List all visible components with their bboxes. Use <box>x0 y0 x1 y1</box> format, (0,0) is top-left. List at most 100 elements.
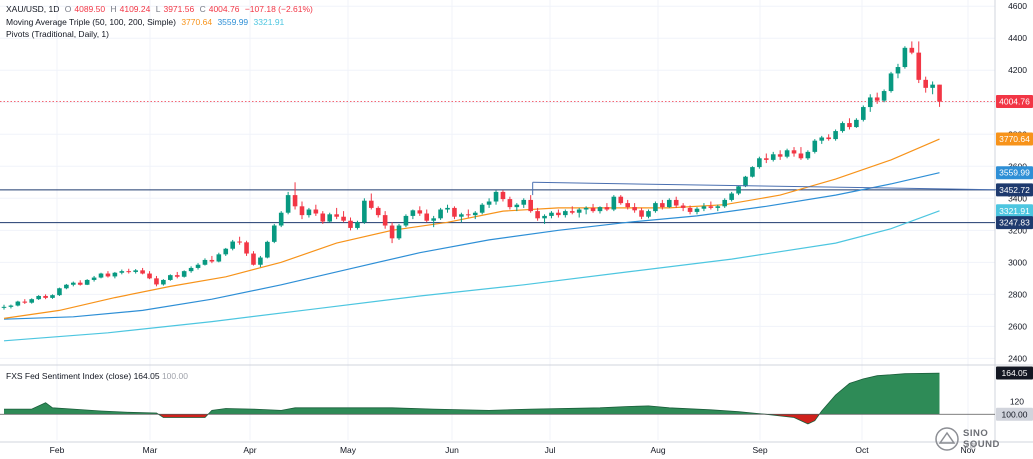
price-tag <box>996 166 1033 180</box>
candle <box>22 299 28 304</box>
candle <box>549 211 554 219</box>
candle <box>528 195 533 213</box>
candle-body <box>112 272 118 277</box>
candle-body <box>216 254 222 262</box>
candle-body <box>743 176 748 187</box>
candle <box>98 272 104 279</box>
candle-body <box>195 264 201 268</box>
candle-body <box>334 214 339 217</box>
indicator-tick-label: 120 <box>1010 396 1024 406</box>
candle-body <box>784 150 790 157</box>
candle <box>563 209 568 218</box>
candle <box>666 198 672 208</box>
price-tick-label: 3400 <box>1008 193 1027 203</box>
candle <box>327 212 333 223</box>
candle <box>64 283 69 290</box>
candle-body <box>881 91 887 101</box>
candle <box>466 209 471 218</box>
ma200-line <box>3 210 940 342</box>
time-axis: Feb Mar Apr May Jun Jul Aug Sep Oct Nov <box>50 445 977 455</box>
price-tick-label: 2600 <box>1008 321 1027 331</box>
candle-body <box>368 200 374 208</box>
candle <box>43 294 48 300</box>
candle-body <box>840 123 845 132</box>
candle <box>368 193 374 210</box>
candle-body <box>930 84 935 88</box>
candle <box>174 271 180 279</box>
candle <box>472 211 478 220</box>
candle-body <box>493 191 499 202</box>
candle <box>867 94 873 112</box>
candle <box>292 182 298 210</box>
candle <box>521 198 527 208</box>
candle-body <box>126 271 132 273</box>
candle-body <box>486 201 492 205</box>
candle <box>71 281 76 287</box>
price-tag-label: 3770.64 <box>999 134 1030 144</box>
candle <box>618 195 624 205</box>
candle-body <box>708 206 714 208</box>
candle-body <box>888 73 894 92</box>
candle <box>202 258 208 266</box>
candle-body <box>209 259 215 262</box>
candle-body <box>632 207 637 211</box>
candle-body <box>375 207 381 216</box>
candle-body <box>569 211 575 213</box>
price-tag-label: 3452.72 <box>999 185 1030 195</box>
brand-logo-icon <box>935 427 959 451</box>
candle-body <box>937 84 942 102</box>
candle <box>777 150 783 160</box>
candle-body <box>271 225 277 242</box>
month-tick-label: Nov <box>960 445 976 455</box>
candle <box>569 206 575 215</box>
brand-sub: 汉声 <box>963 443 976 450</box>
price-tag-label: 3559.99 <box>999 168 1030 178</box>
candle <box>722 198 728 208</box>
price-tick-label: 4200 <box>1008 65 1027 75</box>
candle-body <box>590 207 596 212</box>
candle-body <box>1 306 7 308</box>
candle-body <box>355 222 360 228</box>
candle-body <box>729 193 734 200</box>
month-tick-label: Jun <box>445 445 459 455</box>
candle-body <box>292 195 298 207</box>
candle-body <box>237 241 242 243</box>
candle <box>479 203 485 215</box>
candle-body <box>764 158 769 160</box>
price-tick-label: 2800 <box>1008 289 1027 299</box>
candle <box>424 209 430 223</box>
candle <box>805 150 811 160</box>
indicator-ref: 100.00 <box>161 371 188 381</box>
candle <box>784 148 790 159</box>
candle <box>133 269 138 274</box>
candle <box>708 201 714 210</box>
candle <box>161 279 166 286</box>
candle-body <box>77 282 83 285</box>
price-tag-label: 3321.91 <box>999 206 1030 216</box>
candle <box>611 195 617 212</box>
candle <box>403 214 409 228</box>
pivots-legend: Pivots (Traditional, Daily, 1) <box>6 29 112 39</box>
candle-body <box>43 295 48 298</box>
candle <box>223 247 229 256</box>
candle <box>916 41 922 84</box>
candle-body <box>71 282 76 285</box>
candle-body <box>362 200 367 223</box>
candle-body <box>154 278 159 285</box>
candle-body <box>500 191 506 200</box>
candle-body <box>479 204 485 213</box>
candle <box>278 211 284 228</box>
candle <box>729 191 734 202</box>
candle-body <box>438 209 443 219</box>
candle-body <box>556 212 561 216</box>
candle-body <box>348 220 353 228</box>
candle-body <box>223 248 229 255</box>
candle-body <box>299 206 305 216</box>
price-tag <box>996 204 1033 218</box>
candle <box>812 139 818 154</box>
candle <box>8 304 14 309</box>
candle <box>826 134 831 141</box>
candle-body <box>611 196 617 210</box>
candle <box>736 185 741 196</box>
